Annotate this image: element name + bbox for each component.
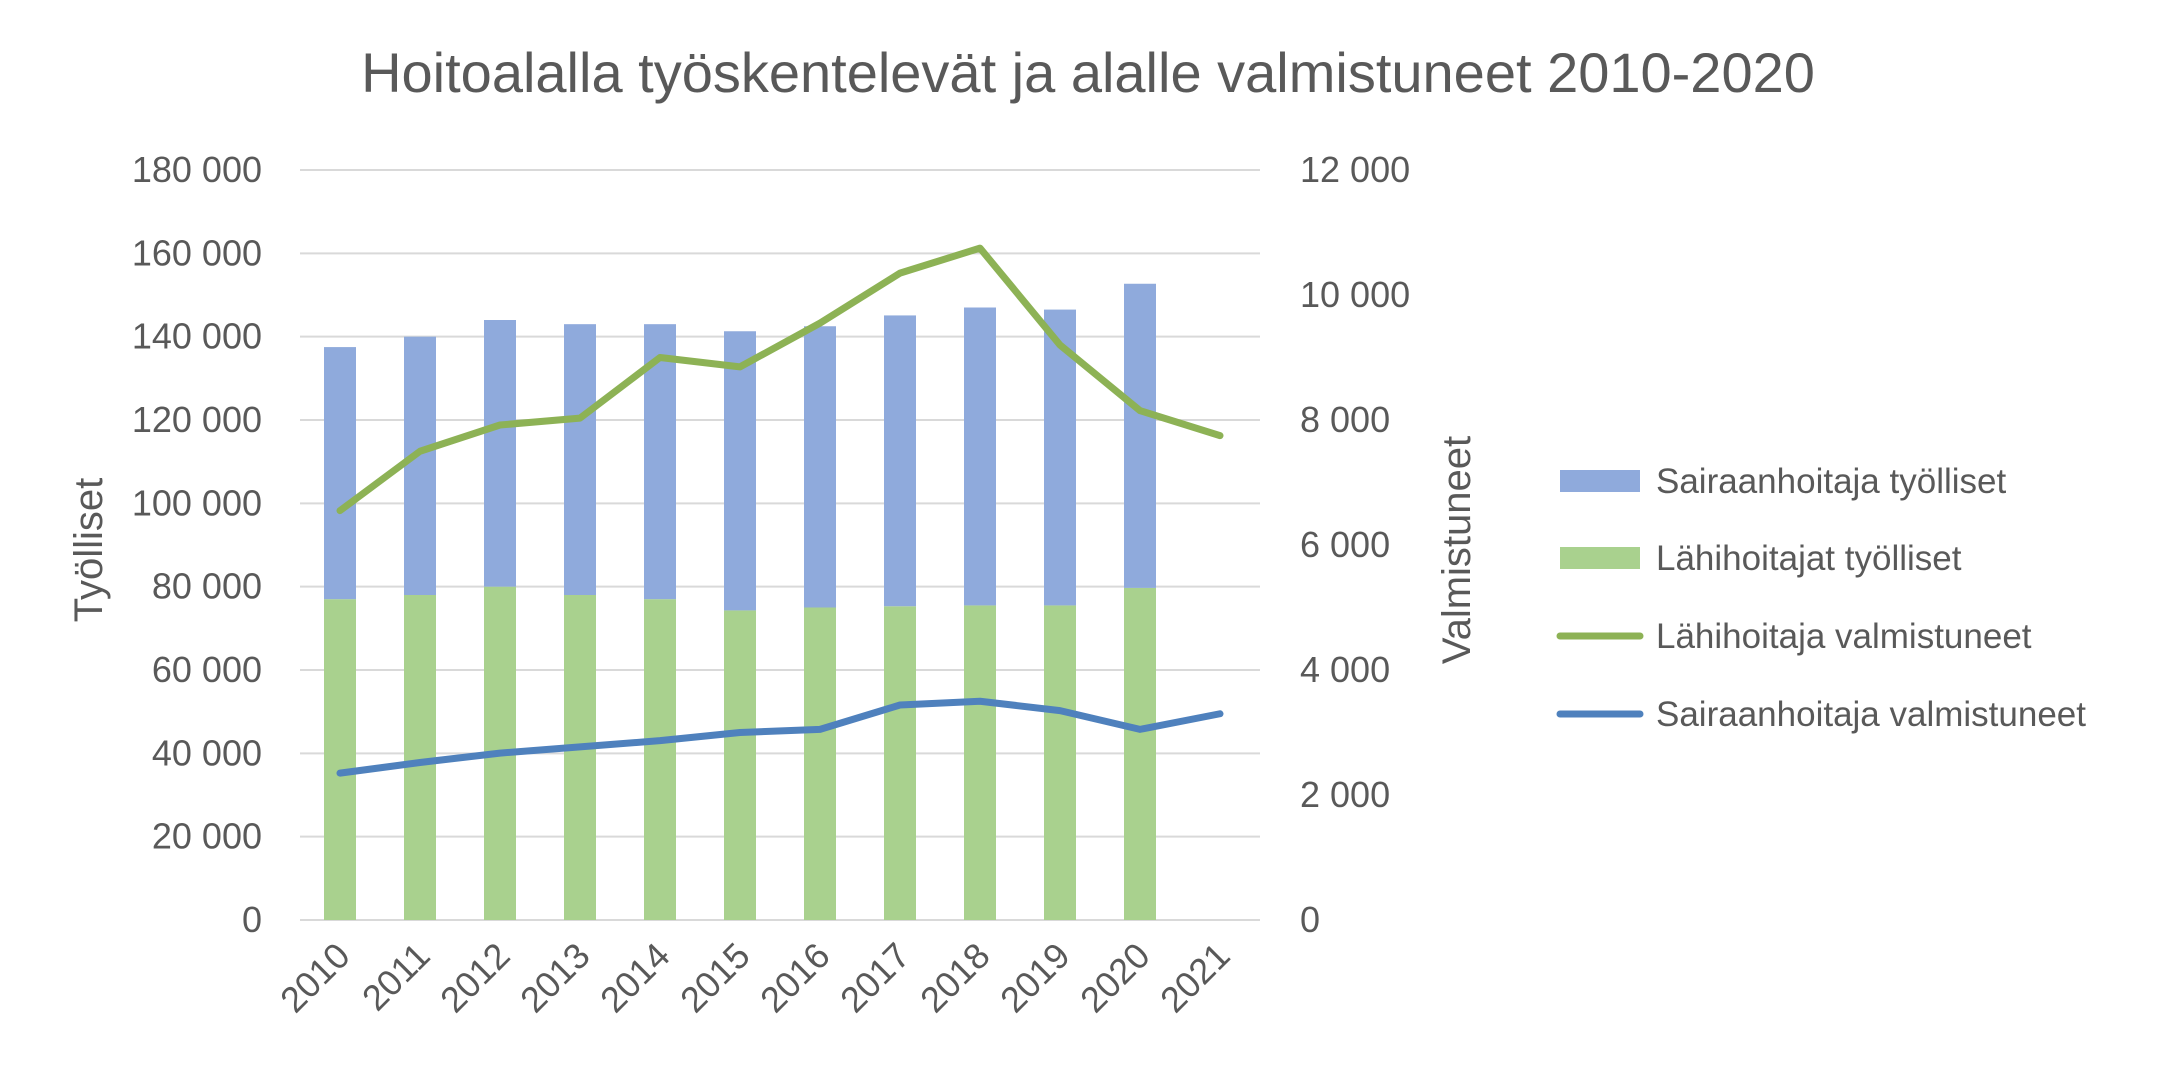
y2-axis-title: Valmistuneet [1435, 436, 1479, 664]
y-axis-ticks: 0 20 000 40 000 60 000 80 000 100 000 120 000 1… [132, 149, 262, 940]
y2-tick-label: 6 000 [1300, 524, 1390, 565]
x-tick-label: 2011 [354, 935, 438, 1019]
x-tick-label: 2021 [1152, 935, 1238, 1021]
bar-lahihoitajat-tyolliset [564, 595, 596, 920]
bar-sairaanhoitaja-tyolliset [884, 315, 916, 607]
y-tick-label: 120 000 [132, 399, 262, 440]
legend-swatch [1560, 470, 1640, 492]
y-tick-label: 60 000 [152, 649, 262, 690]
bar-lahihoitajat-tyolliset [1044, 605, 1076, 920]
y2-tick-label: 4 000 [1300, 649, 1390, 690]
bar-sairaanhoitaja-tyolliset [324, 347, 356, 600]
y-tick-label: 140 000 [132, 316, 262, 357]
y2-axis-ticks: 0 2 000 4 000 6 000 8 000 10 000 12 000 [1300, 149, 1410, 940]
y-tick-label: 40 000 [152, 732, 262, 773]
line-lahihoitaja-valmistuneet [336, 244, 1224, 515]
legend-label: Lähihoitaja valmistuneet [1656, 617, 2032, 656]
legend-swatch [1560, 547, 1640, 569]
x-tick-label: 2017 [832, 935, 918, 1021]
bar-sairaanhoitaja-tyolliset [1044, 309, 1076, 606]
y-tick-label: 100 000 [132, 482, 262, 523]
bar-lahihoitajat-tyolliset [644, 599, 676, 920]
chart-title: Hoitoalalla työskentelevät ja alalle val… [361, 41, 1815, 104]
bar-sairaanhoitaja-tyolliset [564, 324, 596, 595]
bar-sairaanhoitaja-tyolliset [484, 320, 516, 587]
y-tick-label: 80 000 [152, 566, 262, 607]
x-tick-label: 2019 [992, 935, 1078, 1021]
bar-sairaanhoitaja-tyolliset [964, 307, 996, 606]
x-tick-label: 2015 [672, 935, 758, 1021]
bar-sairaanhoitaja-tyolliset [1124, 283, 1156, 588]
y2-tick-label: 2 000 [1300, 774, 1390, 815]
x-tick-label: 2020 [1072, 935, 1158, 1021]
y2-tick-label: 0 [1300, 899, 1320, 940]
y-axis-title: Työlliset [67, 478, 111, 623]
bar-lahihoitajat-tyolliset [724, 610, 756, 920]
y2-tick-label: 8 000 [1300, 399, 1390, 440]
x-tick-label: 2013 [512, 935, 598, 1021]
legend-label: Sairaanhoitaja valmistuneet [1656, 695, 2086, 734]
legend-label: Sairaanhoitaja työlliset [1656, 462, 2006, 501]
bar-sairaanhoitaja-tyolliset [724, 331, 756, 611]
x-tick-label: 2012 [432, 935, 518, 1021]
legend-label: Lähihoitajat työlliset [1656, 539, 1962, 578]
x-axis-ticks: 2010201120122013201420152016201720182019… [272, 935, 1238, 1021]
lines-group [336, 244, 1224, 777]
bars-group [324, 283, 1156, 920]
x-tick-label: 2014 [592, 935, 678, 1021]
bar-lahihoitajat-tyolliset [1124, 587, 1156, 920]
bar-sairaanhoitaja-tyolliset [644, 324, 676, 600]
bar-sairaanhoitaja-tyolliset [804, 326, 836, 608]
x-tick-label: 2010 [272, 935, 358, 1021]
bar-lahihoitajat-tyolliset [964, 605, 996, 920]
bar-sairaanhoitaja-tyolliset [404, 336, 436, 595]
bar-lahihoitajat-tyolliset [404, 595, 436, 920]
y-tick-label: 20 000 [152, 816, 262, 857]
bar-lahihoitajat-tyolliset [324, 599, 356, 920]
y-tick-label: 180 000 [132, 149, 262, 190]
bar-lahihoitajat-tyolliset [804, 607, 836, 920]
y-tick-label: 0 [242, 899, 262, 940]
legend: Sairaanhoitaja työlliset Lähihoitajat työ… [1556, 462, 2086, 734]
line-sairaanhoitaja-valmistuneet [336, 697, 1224, 777]
y2-tick-label: 12 000 [1300, 149, 1410, 190]
gridlines [300, 169, 1260, 921]
y-tick-label: 160 000 [132, 232, 262, 273]
bar-lahihoitajat-tyolliset [884, 606, 916, 920]
x-tick-label: 2016 [752, 935, 838, 1021]
x-tick-label: 2018 [912, 935, 998, 1021]
y2-tick-label: 10 000 [1300, 274, 1410, 315]
